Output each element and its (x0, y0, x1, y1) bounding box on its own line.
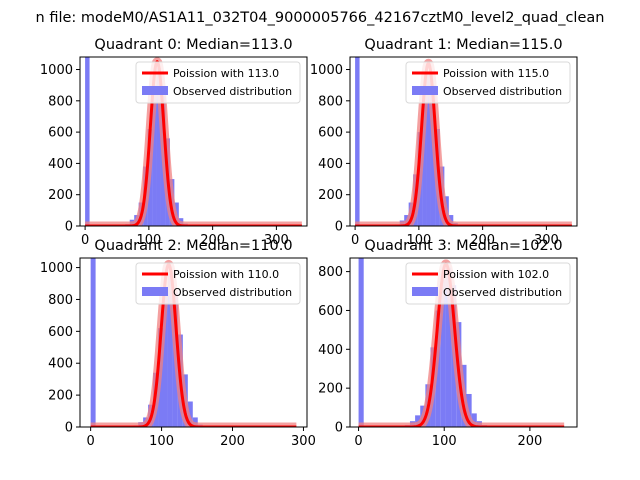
hist-bar (435, 310, 441, 427)
hist-bar (156, 67, 161, 226)
hist-bar (358, 258, 364, 427)
y-tick-label: 1000 (310, 63, 343, 78)
y-tick-label: 0 (335, 421, 343, 436)
axes-frame (79, 257, 308, 428)
hist-bar (440, 279, 446, 427)
axes-frame (79, 56, 308, 227)
y-tick-label: 800 (48, 293, 73, 308)
hist-bar (471, 413, 477, 427)
hist-bar (167, 273, 173, 427)
subplot-title: Quadrant 2: Median=110.0 (94, 238, 292, 254)
y-tick-label: 800 (318, 94, 343, 109)
subplot-title: Quadrant 1: Median=115.0 (364, 37, 562, 53)
y-tick-label: 800 (48, 94, 73, 109)
y-tick-label: 0 (65, 220, 73, 235)
x-tick-label: 200 (200, 233, 225, 248)
x-tick-label: 300 (534, 233, 559, 248)
y-tick-label: 600 (318, 304, 343, 319)
plot-area (86, 258, 301, 427)
hist-bar (355, 57, 360, 226)
y-tick-label: 200 (318, 382, 343, 397)
x-tick-label: 0 (81, 233, 89, 248)
quadrant-0-subplot: 0 100 200 300 0 200 400 600 800 1000 Quadrant 0: M… (40, 37, 308, 248)
hist-bar (90, 258, 96, 427)
subplot-title: Quadrant 3: Median=102.0 (364, 238, 562, 254)
x-tick-label: 100 (406, 233, 431, 248)
y-tick-label: 400 (318, 343, 343, 358)
legend-label-fit: Poission with 113.0 (173, 67, 279, 80)
legend-hist-swatch (412, 86, 438, 95)
axes-frame (349, 56, 578, 227)
x-tick-label: 300 (264, 233, 289, 248)
poisson-fit-line (357, 262, 565, 427)
quadrant-1-subplot: 0 100 200 300 0 200 400 600 800 1000 Quadrant 1: M… (310, 37, 578, 248)
legend-box (135, 61, 301, 104)
x-tick-label: 0 (354, 434, 362, 449)
quadrant-2-subplot: 0 100 200 300 0 200 400 600 800 1000 Quadrant 2: M… (40, 238, 316, 449)
legend-label-observed: Observed distribution (173, 85, 292, 98)
axes-frame (349, 257, 578, 428)
legend-hist-swatch (142, 287, 168, 296)
x-tick-label: 0 (351, 233, 359, 248)
y-tick-label: 600 (318, 126, 343, 141)
legend-label-fit: Poission with 102.0 (443, 268, 549, 281)
legend-box (405, 61, 571, 104)
quadrant-3-subplot: 0 100 200 0 200 400 600 800 Quadrant 3: Median=1… (318, 238, 578, 449)
subplot-title: Quadrant 0: Median=113.0 (94, 37, 292, 53)
legend-label-fit: Poission with 115.0 (443, 67, 549, 80)
hist-bar (85, 57, 90, 226)
hist-bar (445, 267, 452, 427)
x-tick-label: 100 (432, 434, 457, 449)
y-tick-label: 400 (48, 357, 73, 372)
y-tick-label: 200 (318, 188, 343, 203)
hist-bar (415, 415, 421, 427)
hist-bar (162, 291, 168, 427)
x-tick-label: 100 (149, 434, 174, 449)
y-tick-label: 400 (48, 157, 73, 172)
legend: Poission with 102.0 Observed distribution (405, 262, 571, 305)
y-tick-label: 0 (65, 421, 73, 436)
legend-hist-swatch (412, 287, 438, 296)
hist-bar (187, 401, 193, 427)
y-tick-label: 1000 (40, 63, 73, 78)
legend-label-observed: Observed distribution (443, 85, 562, 98)
y-tick-label: 200 (48, 188, 73, 203)
x-tick-label: 300 (291, 434, 316, 449)
hist-bar (426, 72, 431, 226)
y-tick-label: 600 (48, 126, 73, 141)
y-tick-label: 0 (335, 220, 343, 235)
plot-area (354, 258, 568, 427)
legend-label-observed: Observed distribution (173, 286, 292, 299)
y-tick-label: 600 (48, 325, 73, 340)
legend-hist-swatch (142, 86, 168, 95)
x-tick-label: 200 (517, 434, 542, 449)
y-tick-label: 1000 (40, 261, 73, 276)
legend-box (135, 262, 301, 305)
legend-label-fit: Poission with 110.0 (173, 268, 279, 281)
x-tick-label: 0 (87, 434, 95, 449)
legend: Poission with 115.0 Observed distribution (405, 61, 571, 104)
y-tick-label: 400 (318, 157, 343, 172)
x-tick-label: 200 (470, 233, 495, 248)
plot-area (81, 57, 306, 226)
legend-box (405, 262, 571, 305)
x-tick-label: 100 (136, 233, 161, 248)
plot-area (351, 57, 576, 226)
hist-bar (152, 85, 157, 226)
legend: Poission with 110.0 Observed distribution (135, 262, 301, 305)
y-tick-label: 200 (48, 389, 73, 404)
legend-label-observed: Observed distribution (443, 286, 562, 299)
legend: Poission with 113.0 Observed distribution (135, 61, 301, 104)
figure-suptitle: n file: modeM0/AS1A11_032T04_9000005766_… (36, 10, 605, 26)
x-tick-label: 200 (220, 434, 245, 449)
poisson-fit-line (89, 262, 298, 427)
y-tick-label: 800 (318, 265, 343, 280)
hist-bar (422, 91, 427, 226)
